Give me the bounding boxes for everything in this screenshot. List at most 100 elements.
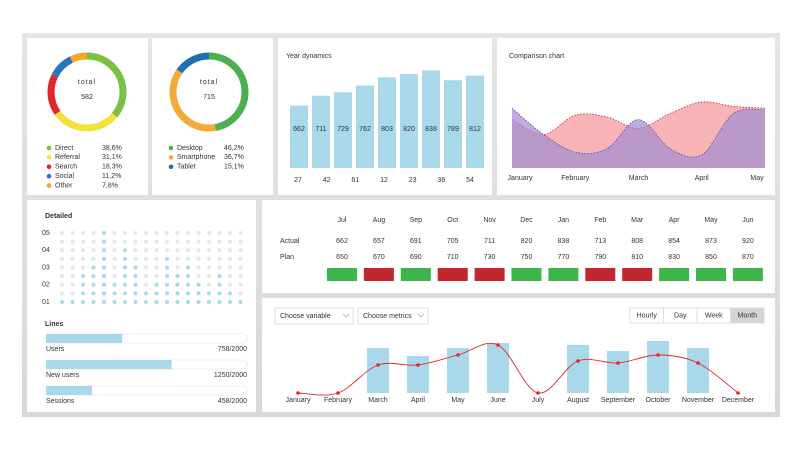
dot-empty <box>175 248 180 253</box>
dot-empty <box>196 231 201 235</box>
bar <box>567 345 589 393</box>
status <box>622 268 653 281</box>
point <box>656 353 660 357</box>
dot-empty <box>217 231 222 235</box>
dot-empty <box>91 231 96 235</box>
point <box>376 363 380 367</box>
line <box>297 342 739 396</box>
donut-segment <box>47 52 127 132</box>
dropdown[interactable] <box>274 307 354 325</box>
point <box>576 359 580 363</box>
tab[interactable] <box>730 307 765 324</box>
dot <box>217 291 222 296</box>
dropdown[interactable] <box>357 307 429 325</box>
cell: 850 <box>705 254 717 261</box>
dot <box>238 300 243 304</box>
dot <box>133 282 138 287</box>
y-tick-label: 05 <box>42 230 50 237</box>
cell: 711 <box>484 238 495 245</box>
x-label: 42 <box>323 177 331 184</box>
cell: 657 <box>373 238 385 245</box>
dot <box>133 291 138 296</box>
dropdown-arrow <box>417 313 425 318</box>
dot-empty <box>228 265 232 270</box>
dot-empty <box>112 265 117 270</box>
bar <box>487 343 509 393</box>
legend-dot <box>168 164 174 170</box>
dot-empty <box>238 274 243 279</box>
bar-label: 762 <box>359 126 371 133</box>
dot <box>133 274 138 279</box>
progress-value: 458/2000 <box>218 398 247 405</box>
dot <box>154 282 159 287</box>
status <box>585 268 616 281</box>
dot <box>70 300 75 304</box>
dot-empty <box>217 239 222 244</box>
x-label: December <box>722 397 755 404</box>
tab-label: Week <box>705 312 723 319</box>
dot-empty <box>238 291 243 296</box>
dot-empty <box>238 239 243 244</box>
point <box>536 391 540 395</box>
column-header: Nov <box>483 217 496 224</box>
dot <box>165 274 169 279</box>
point <box>296 391 300 395</box>
status <box>363 268 394 281</box>
dot <box>186 291 190 296</box>
x-label: 36 <box>437 177 445 184</box>
progress-label: Sessions <box>46 398 75 405</box>
dropdown-label: Choose metrics <box>363 313 412 320</box>
dot-empty <box>70 256 75 261</box>
cell: 808 <box>631 238 643 245</box>
dot <box>196 291 201 296</box>
dot <box>91 265 96 270</box>
cell: 920 <box>742 238 754 245</box>
status <box>400 268 431 281</box>
tab-label: Month <box>738 312 758 319</box>
dot-empty <box>154 274 159 279</box>
column-header: May <box>704 217 718 224</box>
dot <box>217 274 222 279</box>
progress-label: New users <box>46 372 80 379</box>
x-label: June <box>490 397 505 404</box>
dot-empty <box>238 231 243 235</box>
dot <box>175 282 180 287</box>
dot-empty <box>91 248 96 253</box>
cell: 662 <box>336 238 348 245</box>
dot <box>175 291 180 296</box>
column-header: Oct <box>447 217 458 224</box>
dot-empty <box>175 256 180 261</box>
panel <box>27 38 148 195</box>
bar <box>356 85 374 168</box>
column-header: Sep <box>410 217 423 224</box>
dot-empty <box>165 239 169 244</box>
dot <box>102 274 106 279</box>
dot-empty <box>196 248 201 253</box>
legend-label: Tablet <box>177 164 196 171</box>
x-label: March <box>368 397 388 404</box>
x-label: January <box>286 397 311 404</box>
legend-dot <box>168 155 174 160</box>
cell: 830 <box>668 254 680 261</box>
dropdown-arrow <box>342 313 350 318</box>
bar <box>607 351 629 393</box>
legend-dot <box>168 145 174 151</box>
dot <box>123 265 127 270</box>
dot <box>133 265 138 270</box>
dot-empty <box>81 248 85 253</box>
cell: 750 <box>521 254 533 261</box>
legend-dot <box>46 145 52 151</box>
dot-empty <box>144 231 148 235</box>
dot-empty <box>112 256 117 261</box>
dot-empty <box>186 239 190 244</box>
dot <box>165 291 169 296</box>
dot-empty <box>133 248 138 253</box>
area <box>512 108 765 168</box>
x-label: March <box>629 175 649 182</box>
dot <box>228 300 232 304</box>
dot <box>165 282 169 287</box>
bar <box>334 92 352 168</box>
x-label: 23 <box>409 177 417 184</box>
dot-empty <box>217 248 222 253</box>
cell: 854 <box>668 238 680 245</box>
